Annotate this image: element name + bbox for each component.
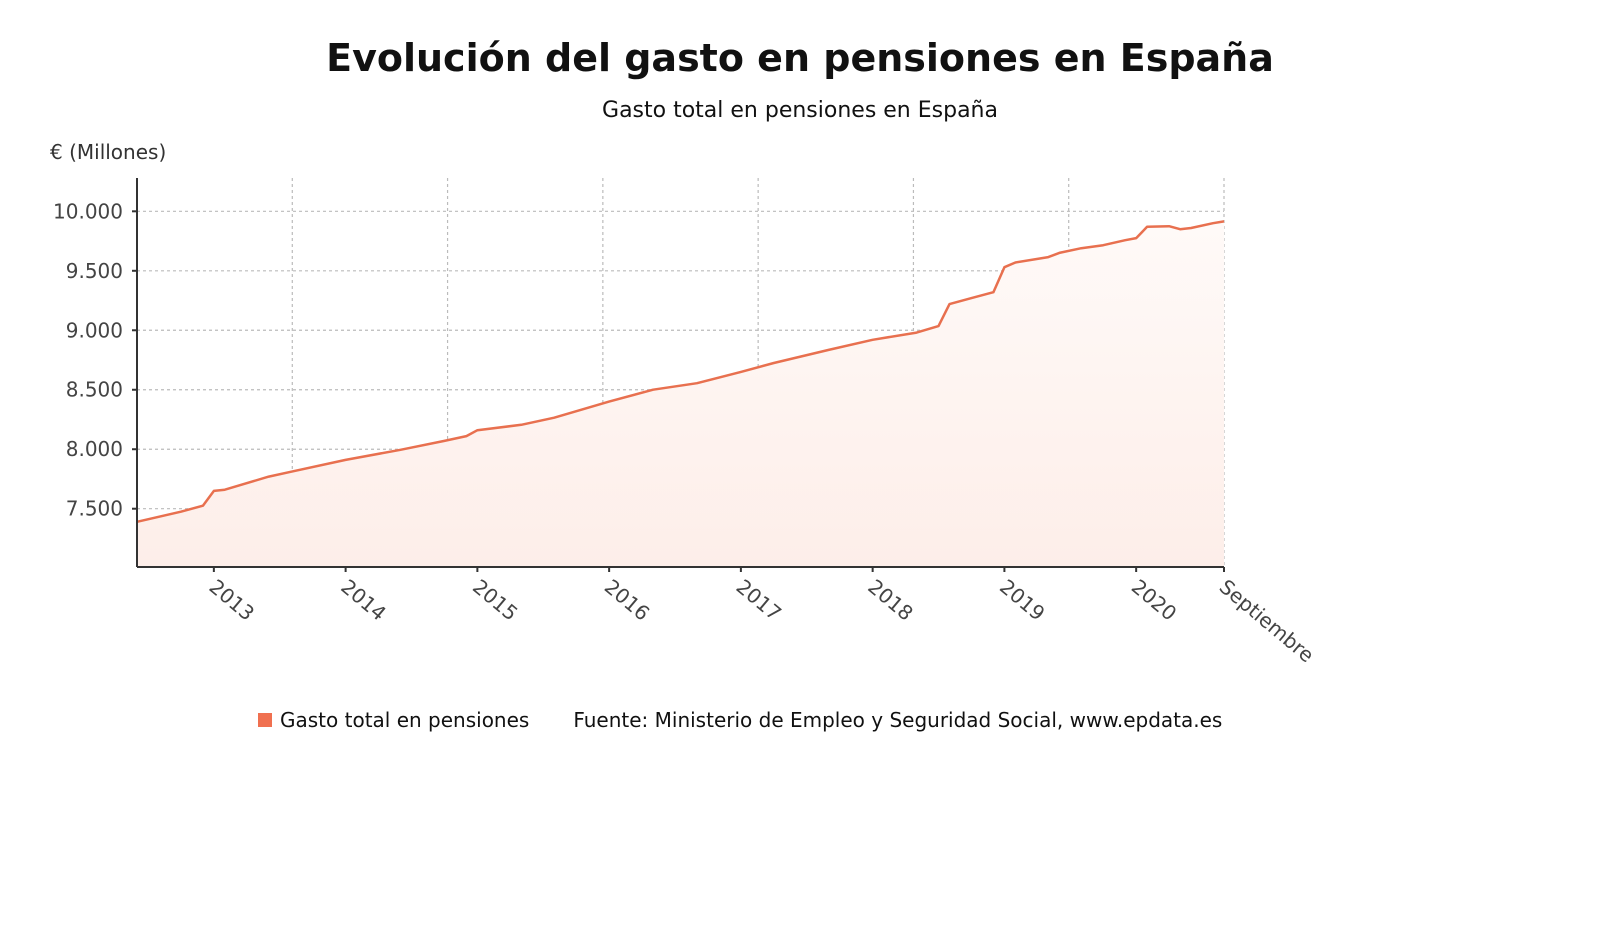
y-tick-label: 8.500 (66, 378, 123, 402)
x-tick-label: Septiembre (1215, 574, 1319, 667)
x-tick-label: 2018 (863, 574, 917, 625)
chart-title: Evolución del gasto en pensiones en Espa… (326, 36, 1274, 80)
series-area (137, 221, 1224, 567)
series-line (136, 220, 1225, 524)
x-tick-label: 2015 (468, 574, 522, 625)
source-note: Fuente: Ministerio de Empleo y Seguridad… (573, 708, 1223, 732)
y-tick-label: 9.500 (66, 259, 123, 283)
x-tick-label: 2016 (600, 574, 654, 625)
legend: Gasto total en pensiones Fuente: Ministe… (258, 708, 1222, 732)
x-tick-label: 2017 (732, 574, 786, 625)
x-tick-label: 2013 (205, 574, 259, 625)
x-tick-label: 2020 (1127, 574, 1181, 625)
y-tick-label: 9.000 (66, 318, 123, 342)
y-tick-label: 10.000 (53, 199, 123, 223)
legend-swatch (258, 713, 272, 727)
y-axis-label: € (Millones) (50, 140, 167, 164)
legend-label: Gasto total en pensiones (280, 708, 530, 732)
y-tick-label: 7.500 (66, 497, 123, 521)
chart-subtitle: Gasto total en pensiones en España (602, 98, 998, 123)
x-tick-label: 2019 (995, 574, 1049, 625)
x-tick-label: 2014 (336, 574, 390, 625)
y-tick-label: 8.000 (66, 437, 123, 461)
